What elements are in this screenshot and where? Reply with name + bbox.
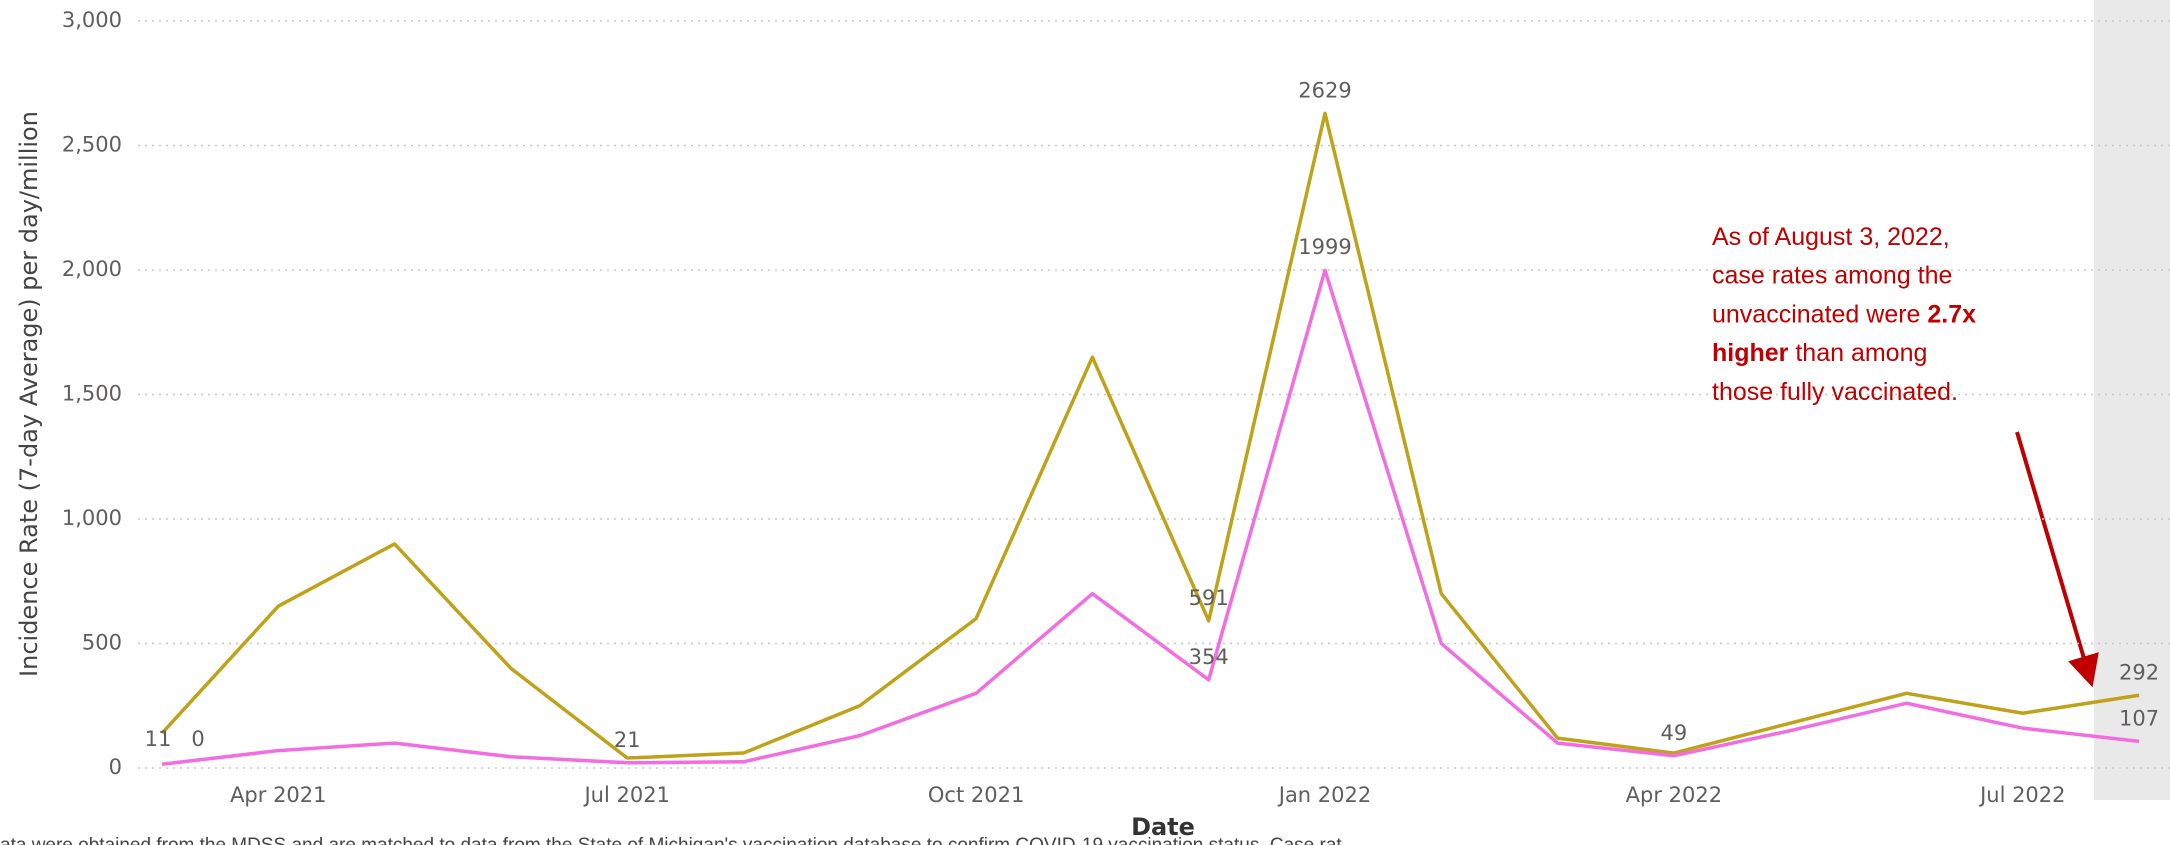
highlight-band (2094, 0, 2170, 800)
footnote: ata were obtained from the MDSS and are … (0, 835, 1342, 845)
data-label: 107 (2119, 706, 2159, 730)
x-tick-label: Jul 2022 (1978, 783, 2065, 807)
data-label: 354 (1189, 645, 1229, 669)
x-tick-label: Jan 2022 (1277, 783, 1372, 807)
x-tick-label: Apr 2021 (230, 783, 326, 807)
annotation: case rates among the (1712, 261, 1952, 289)
series-line (161, 268, 2140, 767)
x-tick-label: Oct 2021 (928, 783, 1024, 807)
y-tick-label: 500 (82, 631, 122, 655)
start-label: 11 (145, 727, 172, 751)
data-label: 21 (614, 728, 641, 752)
annotation-text: those fully vaccinated. (1712, 377, 1958, 405)
annotation-text: than among (1788, 339, 1927, 367)
x-tick-label: Apr 2022 (1626, 783, 1722, 807)
data-label: 1999 (1298, 235, 1351, 259)
y-axis-label: Incidence Rate (7-day Average) per day/m… (15, 111, 43, 677)
x-axis-label: Date (1131, 813, 1195, 841)
y-tick-label: 0 (109, 755, 122, 779)
y-tick-label: 2,500 (62, 133, 122, 157)
annotation: As of August 3, 2022, (1712, 223, 1950, 251)
annotation-text: higher (1712, 339, 1789, 367)
y-tick-label: 1,500 (62, 382, 122, 406)
y-tick-label: 3,000 (62, 8, 122, 32)
x-tick-label: Jul 2021 (582, 783, 669, 807)
data-label: 292 (2119, 660, 2159, 684)
start-label: 0 (191, 727, 204, 751)
data-label: 49 (1661, 721, 1688, 745)
annotation-text: 2.7x (1927, 300, 1976, 328)
annotation: those fully vaccinated. (1712, 377, 1958, 405)
annotation-text: case rates among the (1712, 261, 1952, 289)
y-tick-label: 1,000 (62, 506, 122, 530)
annotation-text: unvaccinated were (1712, 300, 1927, 328)
series-line (160, 111, 2140, 760)
annotation-text: As of August 3, 2022, (1712, 223, 1950, 251)
y-tick-label: 2,000 (62, 257, 122, 281)
annotation: unvaccinated were 2.7x (1712, 300, 1976, 328)
arrow (2015, 431, 2099, 688)
data-label: 591 (1189, 586, 1229, 610)
annotation: higher than among (1712, 339, 1927, 367)
data-label: 2629 (1298, 78, 1351, 102)
